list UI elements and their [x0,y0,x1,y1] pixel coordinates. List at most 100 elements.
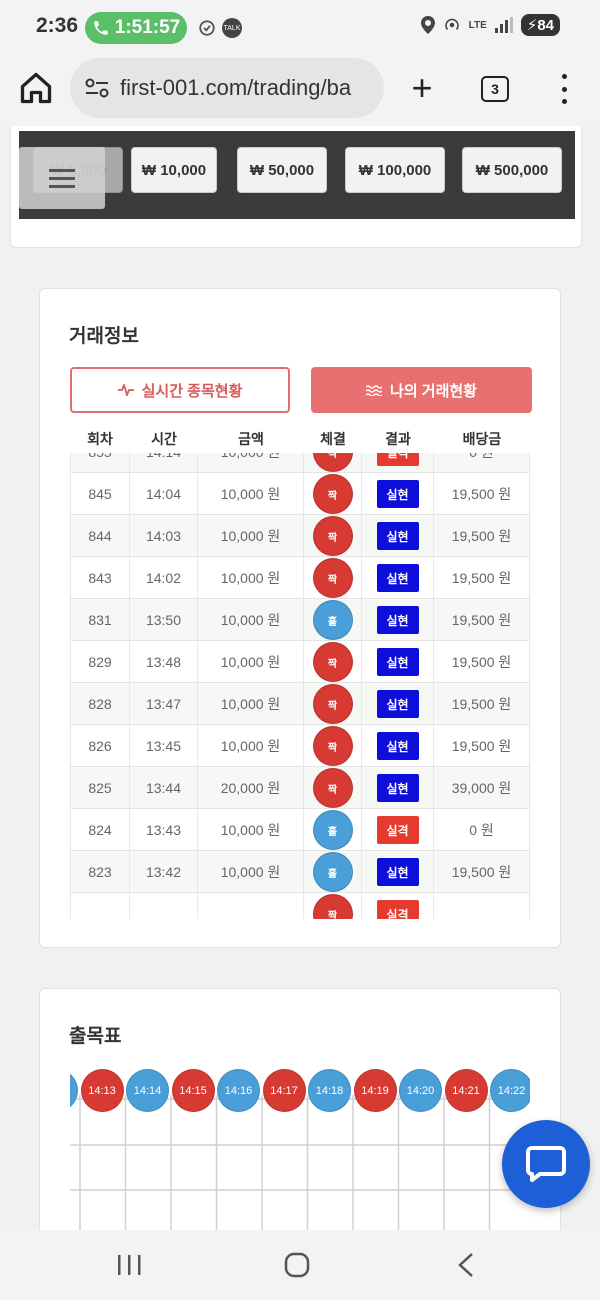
round-text: 823 [88,864,112,880]
result-badge: 실현 [376,480,419,508]
address-bar[interactable]: first-001.com/trading/ba [70,58,384,118]
amount-text: 10,000 원 [220,864,281,880]
bet-amount-panel: ₩ 5,000 ₩ 10,000 ₩ 50,000 ₩ 100,000 ₩ 50… [19,131,575,219]
call-timer-pill[interactable]: 1:51:57 [85,12,187,44]
table-row: 843 14:02 10,000 원 짝 실현 19,500 원 [70,557,530,599]
round-text: 844 [88,528,112,544]
cell-time: 13:44 [130,767,198,809]
amount-text: 10,000 원 [220,654,281,670]
location-icon [420,16,435,34]
hamburger-menu-button[interactable] [19,147,105,209]
cell-amount: 10,000 원 [198,851,304,893]
cell-result: 실격 [362,893,434,919]
phone-icon [94,21,108,35]
tab-switcher-button[interactable]: 3 [481,76,509,102]
table-row: 824 13:43 10,000 원 홀 실격 0 원 [70,809,530,851]
cell-result: 실격 [362,809,434,851]
cell-result: 실현 [362,515,434,557]
history-ball: 14:21 [444,1069,488,1112]
cell-round: 828 [70,683,130,725]
cell-result: 실현 [362,599,434,641]
amount-text: 10,000 원 [220,612,281,628]
cell-pick: 짝 [304,893,362,919]
result-badge: 실현 [376,774,419,802]
result-badge: 실현 [376,522,419,550]
chat-bubble-icon [526,1146,566,1182]
amount-500000-button[interactable]: ₩ 500,000 [462,147,562,193]
cell-time: 13:47 [130,683,198,725]
trade-info-title: 거래정보 [69,326,139,347]
cell-time: 13:43 [130,809,198,851]
amount-50000-button[interactable]: ₩ 50,000 [237,147,327,193]
history-ball: 14:16 [217,1069,260,1112]
cell-payout: 19,500 원 [434,473,530,515]
cell-round: 825 [70,767,130,809]
status-bar: 2:36 1:51:57 TALK LTE ⚡84 [0,0,600,56]
pick-ball: 짝 [312,894,353,919]
history-grid[interactable]: 14:13 14:14 14:15 14:16 14:17 14:18 14:19 14:20… [70,1065,530,1230]
round-text: 855 [88,453,111,460]
cell-pick: 짝 [304,641,362,683]
payout-text: 19,500 원 [451,864,512,880]
chat-button[interactable] [502,1120,590,1208]
new-tab-button[interactable]: + [404,68,440,108]
cell-round: 843 [70,557,130,599]
amount-100000-button[interactable]: ₩ 100,000 [345,147,445,193]
pick-ball: 짝 [312,684,353,724]
round-text: 843 [88,570,112,586]
back-button[interactable] [446,1250,486,1280]
pick-ball: 홀 [312,600,353,640]
result-badge: 실현 [376,732,419,760]
hotspot-icon [444,18,459,30]
col-time: 시간 [151,431,177,447]
cell-payout: 19,500 원 [434,641,530,683]
site-settings-icon[interactable] [84,77,110,99]
payout-text: 19,500 원 [451,528,512,544]
my-trades-button[interactable]: 나의 거래현황 [311,367,532,413]
realtime-status-button[interactable]: 실시간 종목현황 [70,367,290,413]
time-text: 14:04 [145,486,182,502]
col-result: 결과 [385,431,411,447]
cell-result: 실현 [362,683,434,725]
cell-payout [434,893,530,919]
cell-payout: 19,500 원 [434,515,530,557]
result-badge: 실현 [376,690,419,718]
cell-result: 실현 [362,473,434,515]
history-title: 출목표 [69,1026,122,1047]
round-text: 825 [88,780,112,796]
browser-menu-button[interactable] [554,74,574,104]
amount-text: 10,000 원 [220,528,281,544]
time-text: 13:50 [145,612,182,628]
amount-10000-button[interactable]: ₩ 10,000 [131,147,217,193]
time-text: 14:02 [145,570,182,586]
table-row: 845 14:04 10,000 원 짝 실현 19,500 원 [70,473,530,515]
history-ball: 14:15 [171,1069,215,1112]
recent-apps-button[interactable] [110,1250,150,1280]
cell-payout: 19,500 원 [434,599,530,641]
table-row: 823 13:42 10,000 원 홀 실현 19,500 원 [70,851,530,893]
cell-round: 844 [70,515,130,557]
my-trades-label: 나의 거래현황 [390,382,477,400]
cell-round [70,893,130,919]
cell-amount: 20,000 원 [198,767,304,809]
table-row: 855 14:14 10,000 원 짝 실격 0 원 [70,453,530,473]
amount-text: 10,000 원 [220,822,281,838]
home-icon [20,72,52,104]
cell-pick: 짝 [304,725,362,767]
result-badge: 실현 [376,564,419,592]
cell-round: 831 [70,599,130,641]
result-badge: 실현 [376,648,419,676]
history-ball: 14:22 [490,1069,530,1112]
payout-text: 0 원 [469,453,494,462]
home-button[interactable] [18,70,54,106]
back-icon [458,1253,473,1277]
amount-text: 10,000 원 [220,570,281,586]
nav-home-button[interactable] [277,1250,317,1280]
cell-payout: 19,500 원 [434,725,530,767]
pick-ball: 짝 [312,726,353,766]
round-text: 829 [88,654,112,670]
cell-time: 13:50 [130,599,198,641]
cell-amount: 10,000 원 [198,473,304,515]
table-row: 826 13:45 10,000 원 짝 실현 19,500 원 [70,725,530,767]
